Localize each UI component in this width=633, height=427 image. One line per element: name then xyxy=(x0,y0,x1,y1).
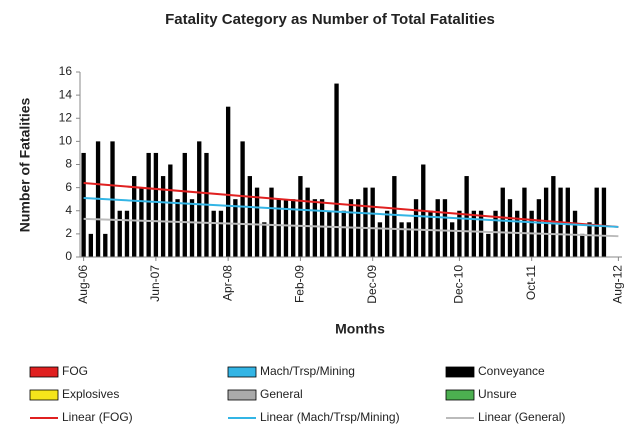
legend-label: Linear (General) xyxy=(478,410,565,424)
bar xyxy=(377,222,383,257)
bar xyxy=(240,141,245,257)
bar xyxy=(276,199,281,257)
legend-swatch xyxy=(445,366,475,378)
x-tick-label: Dec-09 xyxy=(365,265,379,304)
bar xyxy=(450,222,455,257)
bar xyxy=(370,187,375,257)
bar xyxy=(254,187,260,257)
bar xyxy=(594,187,599,257)
x-tick-label: Dec-10 xyxy=(452,265,466,304)
bar xyxy=(146,152,151,257)
bar xyxy=(406,222,411,257)
bar xyxy=(233,199,238,257)
bar xyxy=(341,210,346,257)
bar xyxy=(334,83,339,257)
bar xyxy=(413,199,419,257)
y-tick-label: 16 xyxy=(59,64,73,78)
y-tick-label: 4 xyxy=(65,203,72,217)
x-tick-label: Oct-11 xyxy=(524,265,538,300)
bar xyxy=(551,176,556,257)
bar xyxy=(464,176,469,257)
legend-label: Linear (Mach/Trsp/Mining) xyxy=(260,410,400,424)
trend-line xyxy=(83,217,619,238)
legend-swatch xyxy=(29,389,59,401)
bar xyxy=(247,176,252,257)
legend-label: General xyxy=(260,387,303,401)
bar xyxy=(493,210,498,257)
bar xyxy=(103,233,108,257)
legend-label: Conveyance xyxy=(478,364,545,378)
bar xyxy=(442,199,448,257)
y-axis-title: Number of Fatalities xyxy=(17,98,33,233)
bar xyxy=(478,210,484,257)
bar xyxy=(507,199,513,257)
x-tick-label: Jun-07 xyxy=(148,265,162,302)
y-tick-label: 0 xyxy=(65,249,72,263)
trend-line xyxy=(83,182,619,228)
bar xyxy=(139,187,144,257)
bar xyxy=(580,233,585,257)
bar xyxy=(399,222,404,257)
bar xyxy=(88,233,94,257)
y-tick-label: 14 xyxy=(59,87,73,101)
bar xyxy=(211,210,216,257)
legend-label: Linear (FOG) xyxy=(62,410,133,424)
bar xyxy=(298,176,303,257)
bar xyxy=(392,176,397,257)
bar xyxy=(471,210,477,257)
y-tick-label: 2 xyxy=(65,226,72,240)
bar xyxy=(160,176,166,257)
legend-swatch xyxy=(29,366,59,378)
legend-label: Explosives xyxy=(62,387,119,401)
bar xyxy=(601,187,607,257)
bar xyxy=(457,210,462,257)
bar xyxy=(117,210,122,257)
x-axis-title: Months xyxy=(335,321,385,337)
bar xyxy=(486,233,491,257)
y-tick-label: 12 xyxy=(59,110,73,124)
bar xyxy=(305,187,310,257)
x-tick-label: Aug-12 xyxy=(611,265,625,304)
bar xyxy=(225,106,231,257)
bar xyxy=(262,222,267,257)
bar xyxy=(283,199,289,257)
bar xyxy=(189,199,195,257)
bar xyxy=(124,210,130,257)
bar xyxy=(500,187,505,257)
bar xyxy=(132,176,137,257)
bar xyxy=(269,187,274,257)
bar xyxy=(363,187,368,257)
bar xyxy=(291,199,296,257)
bar xyxy=(384,210,390,257)
bar xyxy=(168,164,173,257)
y-tick-label: 8 xyxy=(65,157,72,171)
bar xyxy=(428,210,433,257)
bar xyxy=(197,141,202,257)
bar xyxy=(327,210,332,257)
x-tick-label: Feb-09 xyxy=(293,265,307,303)
legend-label: Unsure xyxy=(478,387,517,401)
bar xyxy=(435,199,440,257)
chart-title: Fatality Category as Number of Total Fat… xyxy=(165,11,495,28)
x-tick-label: Aug-06 xyxy=(76,265,90,304)
y-tick-label: 10 xyxy=(59,134,73,148)
legend-label: FOG xyxy=(62,364,88,378)
bar xyxy=(536,199,542,257)
x-tick-label: Apr-08 xyxy=(220,265,234,301)
bar xyxy=(319,199,325,257)
bar xyxy=(587,222,592,257)
bar xyxy=(175,199,180,257)
bar xyxy=(218,210,224,257)
legend-swatch xyxy=(227,389,257,401)
legend-swatch xyxy=(445,389,475,401)
bar xyxy=(312,199,318,257)
legend-label: Mach/Trsp/Mining xyxy=(260,364,355,378)
bar xyxy=(182,152,187,257)
y-tick-label: 6 xyxy=(65,180,72,194)
bar xyxy=(153,152,159,257)
legend-swatch xyxy=(227,366,257,378)
trend-line xyxy=(83,197,619,228)
bar xyxy=(81,152,86,257)
